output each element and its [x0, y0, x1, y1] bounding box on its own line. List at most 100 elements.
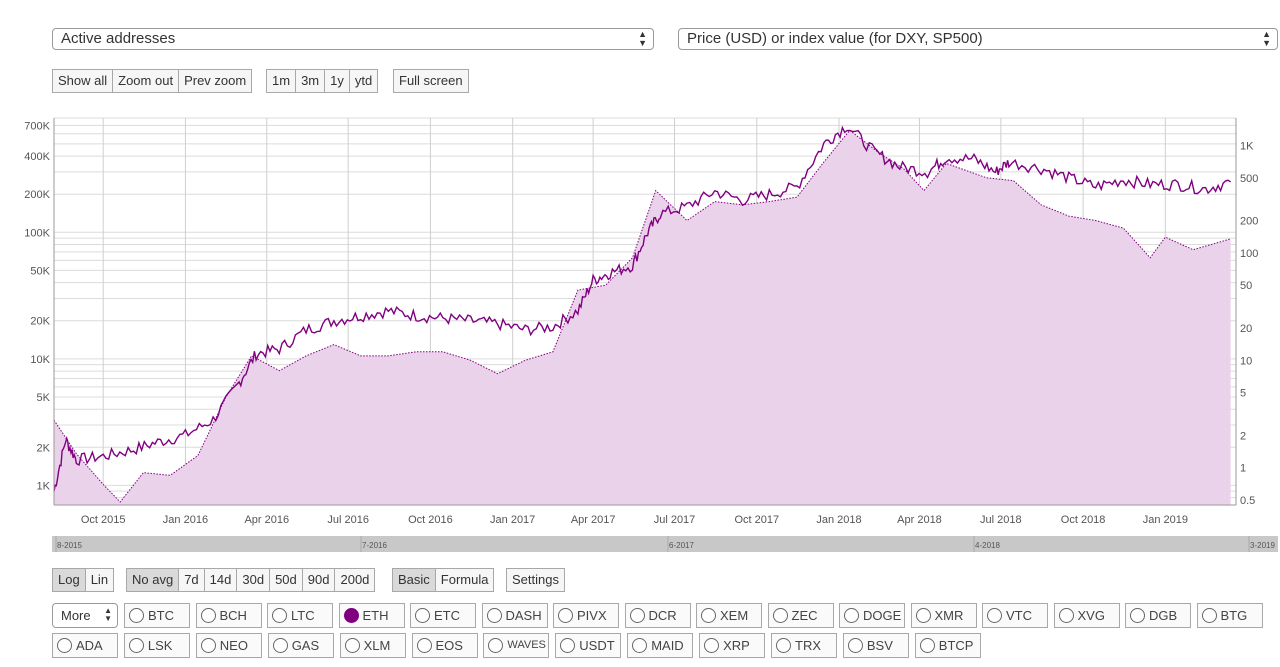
y-left-tick-label: 400K	[24, 151, 50, 163]
coin-label: NEO	[219, 638, 248, 653]
active-addresses-line	[53, 125, 1232, 492]
coin-xmr[interactable]: XMR	[910, 603, 977, 628]
navigator-bar	[52, 536, 1278, 552]
range-button-group: 1m 3m 1y ytd	[266, 69, 379, 93]
y-right-tick-label: 100	[1240, 248, 1258, 260]
x-tick-label: Oct 2018	[1061, 514, 1106, 526]
coin-xvg[interactable]: XVG	[1053, 603, 1120, 628]
coin-label: XMR	[934, 608, 964, 623]
formula-mode-button[interactable]: Formula	[434, 568, 495, 592]
x-tick-label: Jan 2019	[1143, 514, 1188, 526]
avg-7d-button[interactable]: 7d	[178, 568, 205, 592]
coin-trx[interactable]: TRX	[771, 633, 837, 658]
coin-label: ETC	[434, 608, 460, 623]
show-all-button[interactable]: Show all	[52, 69, 114, 93]
coin-neo[interactable]: NEO	[195, 633, 262, 658]
x-tick-label: Jul 2016	[327, 514, 369, 526]
avg-14d-button[interactable]: 14d	[203, 568, 238, 592]
coin-bch[interactable]: BCH	[195, 603, 262, 628]
lin-scale-button[interactable]: Lin	[84, 568, 115, 592]
price-select[interactable]: Price (USD) or index value (for DXY, SP5…	[678, 28, 1278, 50]
coin-label: BTC	[148, 608, 174, 623]
coin-label: XVG	[1077, 608, 1105, 623]
coin-label: MAID	[651, 638, 684, 653]
coin-xem[interactable]: XEM	[696, 603, 762, 628]
radio-icon	[701, 608, 716, 623]
radio-icon	[488, 638, 504, 653]
y-right-tick-label: 500	[1240, 173, 1258, 185]
select-arrows-icon: ▲ ▼	[104, 606, 112, 623]
radio-icon	[129, 608, 144, 623]
radio-icon	[1130, 608, 1145, 623]
coin-btg[interactable]: BTG	[1196, 603, 1263, 628]
coin-vtc[interactable]: VTC	[982, 603, 1048, 628]
no-avg-button[interactable]: No avg	[126, 568, 180, 592]
radio-icon	[57, 638, 72, 653]
coin-label: VTC	[1006, 608, 1032, 623]
coin-btcp[interactable]: BTCP	[914, 633, 981, 658]
coin-waves[interactable]: WAVES	[483, 633, 550, 658]
coin-dgb[interactable]: DGB	[1125, 603, 1191, 628]
zoom-out-button[interactable]: Zoom out	[112, 69, 180, 93]
coin-dcr[interactable]: DCR	[624, 603, 691, 628]
coin-lsk[interactable]: LSK	[123, 633, 190, 658]
coin-etc[interactable]: ETC	[410, 603, 476, 628]
y-right-tick-label: 200	[1240, 216, 1258, 228]
metric-select-value: Active addresses	[61, 30, 176, 47]
select-arrows-icon: ▲ ▼	[1262, 29, 1271, 48]
avg-30d-button[interactable]: 30d	[236, 568, 271, 592]
settings-button[interactable]: Settings	[506, 568, 565, 592]
settings-group: Settings	[506, 568, 565, 592]
coin-maid[interactable]: MAID	[627, 633, 694, 658]
coin-gas[interactable]: GAS	[267, 633, 334, 658]
y-left-tick-label: 50K	[30, 265, 50, 277]
full-screen-button[interactable]: Full screen	[393, 69, 469, 93]
log-scale-button[interactable]: Log	[52, 568, 86, 592]
coin-label: ETH	[362, 608, 389, 623]
coin-pivx[interactable]: PIVX	[553, 603, 619, 628]
coin-eos[interactable]: EOS	[411, 633, 478, 658]
coin-ltc[interactable]: LTC	[267, 603, 333, 628]
avg-90d-button[interactable]: 90d	[301, 568, 336, 592]
coin-dash[interactable]: DASH	[481, 603, 548, 628]
coin-label: BTG	[1220, 608, 1248, 623]
metric-select[interactable]: Active addresses ▲ ▼	[52, 28, 654, 50]
y-right-tick-label: 10	[1240, 355, 1252, 367]
zoom-button-group: Show all Zoom out Prev zoom	[52, 69, 253, 93]
range-3m-button[interactable]: 3m	[295, 69, 326, 93]
coin-btc[interactable]: BTC	[124, 603, 190, 628]
coin-bsv[interactable]: BSV	[842, 633, 909, 658]
coin-zec[interactable]: ZEC	[767, 603, 834, 628]
coin-ada[interactable]: ADA	[52, 633, 118, 658]
radio-icon	[772, 608, 788, 623]
range-ytd-button[interactable]: ytd	[348, 69, 379, 93]
range-1y-button[interactable]: 1y	[324, 69, 350, 93]
chart[interactable]: Oct 2015 Jan 2016 Apr 2016 Jul 2016 Oct 2016…	[0, 105, 1280, 555]
coin-eth[interactable]: ETH	[338, 603, 405, 628]
avg-200d-button[interactable]: 200d	[334, 568, 376, 592]
radio-icon	[558, 608, 573, 623]
radio-icon	[200, 638, 216, 653]
more-select-value: More	[61, 608, 91, 623]
avg-50d-button[interactable]: 50d	[269, 568, 303, 592]
radio-icon	[1058, 608, 1074, 623]
price-line	[53, 129, 1231, 503]
radio-icon	[776, 638, 791, 653]
select-arrows-icon: ▲ ▼	[638, 29, 647, 48]
x-tick-label: Jan 2018	[816, 514, 861, 526]
navigator-label: 7-2016	[362, 541, 387, 550]
basic-mode-button[interactable]: Basic	[392, 568, 436, 592]
radio-icon	[629, 608, 645, 623]
coin-xrp[interactable]: XRP	[699, 633, 766, 658]
coin-xlm[interactable]: XLM	[339, 633, 406, 658]
coin-doge[interactable]: DOGE	[839, 603, 905, 628]
prev-zoom-button[interactable]: Prev zoom	[178, 69, 253, 93]
y-right-tick-label: 1	[1240, 463, 1246, 475]
range-1m-button[interactable]: 1m	[266, 69, 297, 93]
y-right-tick-label: 5	[1240, 388, 1246, 400]
coin-usdt[interactable]: USDT	[555, 633, 622, 658]
more-select[interactable]: More ▲ ▼	[52, 603, 118, 628]
x-tick-label: Oct 2015	[81, 514, 126, 526]
coin-label: BSV	[866, 638, 893, 653]
coin-label: PIVX	[577, 608, 607, 623]
